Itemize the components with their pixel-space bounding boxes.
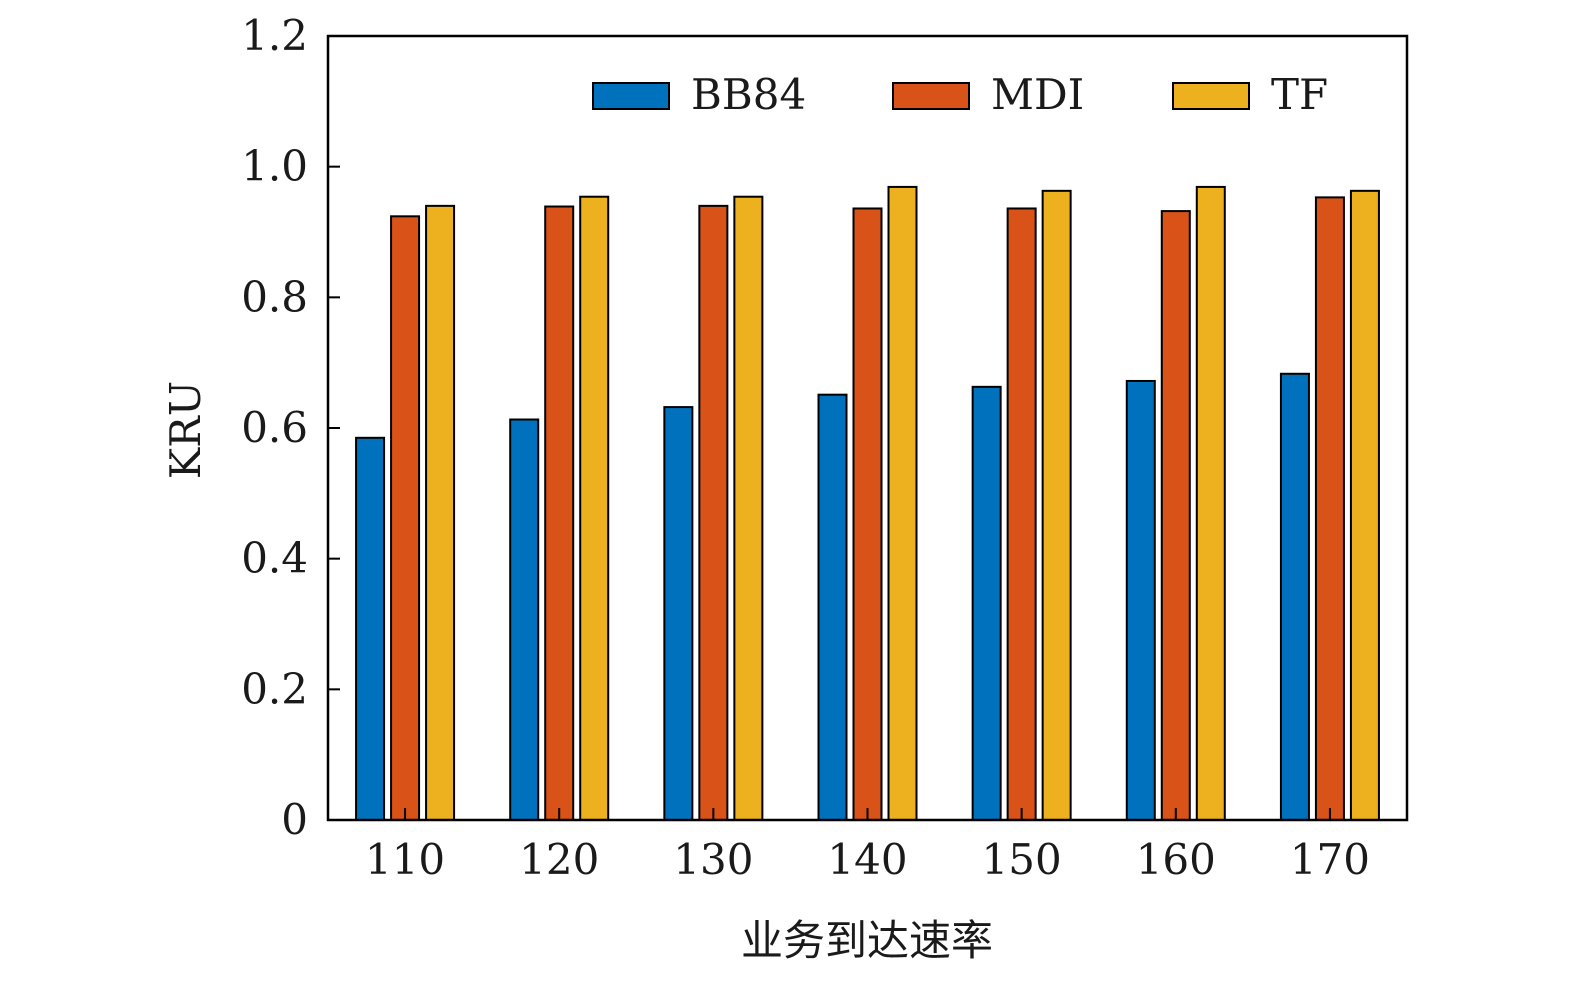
bars-layer xyxy=(355,185,1380,822)
y-tick-label: 0.6 xyxy=(241,403,308,452)
bar-mdi-150 xyxy=(1006,207,1037,822)
legend-swatch xyxy=(892,82,970,110)
bar-bb84-130 xyxy=(663,406,694,821)
bar-bb84-110 xyxy=(355,436,386,821)
x-tick-label: 120 xyxy=(519,835,599,884)
y-tick-label: 1.0 xyxy=(241,142,308,191)
legend: BB84 MDI TF xyxy=(592,70,1328,119)
y-axis-label: KRU xyxy=(161,381,210,479)
bar-mdi-160 xyxy=(1160,210,1191,822)
bar-bb84-120 xyxy=(509,418,540,821)
x-tick-label: 140 xyxy=(827,835,907,884)
legend-item-tf: TF xyxy=(1172,70,1328,119)
bar-bb84-170 xyxy=(1279,372,1310,821)
bar-bb84-150 xyxy=(971,385,1002,821)
x-tick-label: 110 xyxy=(365,835,445,884)
legend-label: TF xyxy=(1271,70,1328,119)
legend-label: BB84 xyxy=(691,70,806,119)
bar-tf-140 xyxy=(887,185,918,822)
x-tick-label: 170 xyxy=(1290,835,1370,884)
bar-tf-120 xyxy=(579,195,610,822)
bar-mdi-170 xyxy=(1314,196,1345,821)
legend-swatch xyxy=(592,82,670,110)
bar-bb84-140 xyxy=(817,393,848,821)
y-tick-label: 0.8 xyxy=(241,272,308,321)
bar-mdi-130 xyxy=(698,204,729,822)
bar-tf-110 xyxy=(425,204,456,822)
y-tick-label: 0.4 xyxy=(241,534,308,583)
y-tick-label: 1.2 xyxy=(241,11,308,60)
plot-frame xyxy=(326,34,1409,822)
bar-mdi-120 xyxy=(544,205,575,821)
x-axis-label: 业务到达速率 xyxy=(741,916,993,965)
bar-bb84-160 xyxy=(1125,379,1156,821)
y-tick-label: 0.2 xyxy=(241,664,308,713)
legend-swatch xyxy=(1172,82,1250,110)
y-ticks: 0 0.2 0.4 0.6 0.8 1.0 1.2 xyxy=(241,11,340,844)
bar-tf-150 xyxy=(1041,189,1072,821)
legend-item-bb84: BB84 xyxy=(592,70,806,119)
bar-mdi-140 xyxy=(852,207,883,822)
y-tick-label: 0 xyxy=(281,795,308,844)
bar-tf-130 xyxy=(733,195,764,822)
legend-label: MDI xyxy=(991,70,1084,119)
x-ticks: 110 120 130 140 150 160 170 xyxy=(365,808,1370,884)
bar-tf-160 xyxy=(1195,185,1226,822)
legend-item-mdi: MDI xyxy=(892,70,1084,119)
x-tick-label: 130 xyxy=(673,835,753,884)
bar-mdi-110 xyxy=(390,215,421,821)
x-tick-label: 160 xyxy=(1136,835,1216,884)
x-tick-label: 150 xyxy=(982,835,1062,884)
bar-tf-170 xyxy=(1349,189,1380,821)
